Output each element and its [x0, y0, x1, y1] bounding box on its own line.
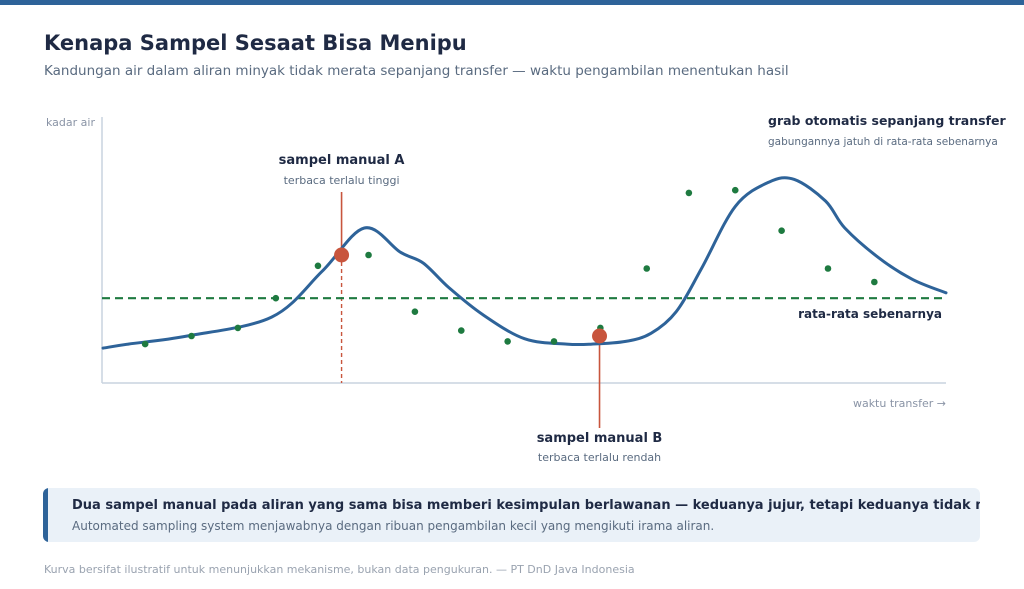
auto-grab-point	[457, 327, 465, 334]
auto-grab-note: gabungannya jatuh di rata-rata sebenarny…	[768, 136, 998, 148]
sample-b-note: terbaca terlalu rendah	[538, 451, 661, 464]
auto-grab-point	[314, 262, 322, 270]
page-title: Kenapa Sampel Sesaat Bisa Menipu	[44, 31, 467, 55]
sample-b-marker	[592, 328, 608, 344]
callout-detail: Automated sampling system menjawabnya de…	[72, 519, 715, 533]
auto-grab-point	[141, 340, 149, 348]
x-axis-label: waktu transfer →	[853, 397, 946, 410]
page-subtitle: Kandungan air dalam aliran minyak tidak …	[44, 63, 789, 79]
callout-accent-bar	[43, 488, 48, 542]
auto-grab-label: grab otomatis sepanjang transfer	[768, 113, 1006, 128]
auto-grab-point	[871, 278, 878, 286]
auto-grab-point	[504, 338, 511, 345]
callout-headline: Dua sampel manual pada aliran yang sama …	[72, 498, 980, 513]
water-cut-chart: kadar air waktu transfer → rata-rata seb…	[46, 113, 1006, 464]
sample-b-label: sampel manual B	[537, 431, 663, 446]
sample-a-note: terbaca terlalu tinggi	[284, 174, 400, 187]
sample-a-label: sampel manual A	[279, 153, 405, 168]
top-accent-bar	[0, 0, 1024, 5]
auto-grab-point	[824, 265, 832, 272]
key-insight-callout: Dua sampel manual pada aliran yang sama …	[43, 488, 980, 542]
auto-grab-point	[550, 338, 558, 345]
auto-grab-point	[234, 324, 242, 332]
auto-grab-point	[643, 265, 651, 272]
auto-grab-point	[731, 186, 739, 194]
auto-grab-point	[411, 308, 419, 316]
auto-grab-point	[365, 251, 372, 259]
water-cut-curve	[101, 176, 948, 350]
footer-note: Kurva bersifat ilustratif untuk menunjuk…	[44, 563, 635, 576]
true-average-label: rata-rata sebenarnya	[798, 307, 942, 321]
y-axis-label: kadar air	[46, 116, 95, 129]
auto-grab-point	[188, 332, 195, 340]
auto-grab-point	[685, 189, 693, 197]
sample-a-marker	[334, 247, 350, 263]
auto-grab-point	[272, 294, 280, 302]
auto-grab-point	[778, 227, 785, 234]
